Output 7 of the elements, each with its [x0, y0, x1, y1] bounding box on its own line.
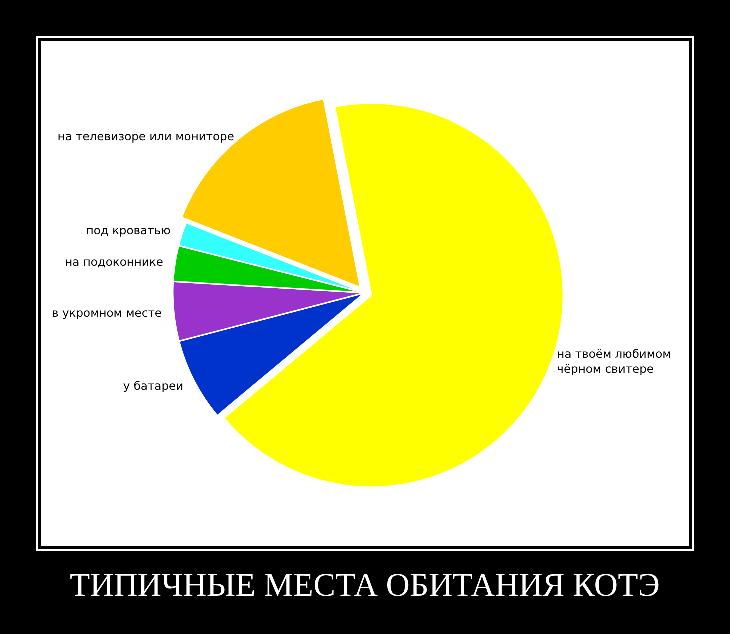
slice-label: на твоём любимом чёрном свитере: [557, 346, 672, 376]
slice-label: в укромном месте: [52, 306, 162, 320]
text: ТИПИЧНЫЕ МЕСТА ОБИТАНИЯ КОТЭ: [70, 568, 660, 604]
slice-label: под кроватью: [86, 224, 172, 238]
slice-label: на телевизоре или мониторе: [58, 129, 234, 144]
slice-label: на подоконнике: [65, 254, 164, 269]
slice-label: у батареи: [123, 379, 184, 394]
